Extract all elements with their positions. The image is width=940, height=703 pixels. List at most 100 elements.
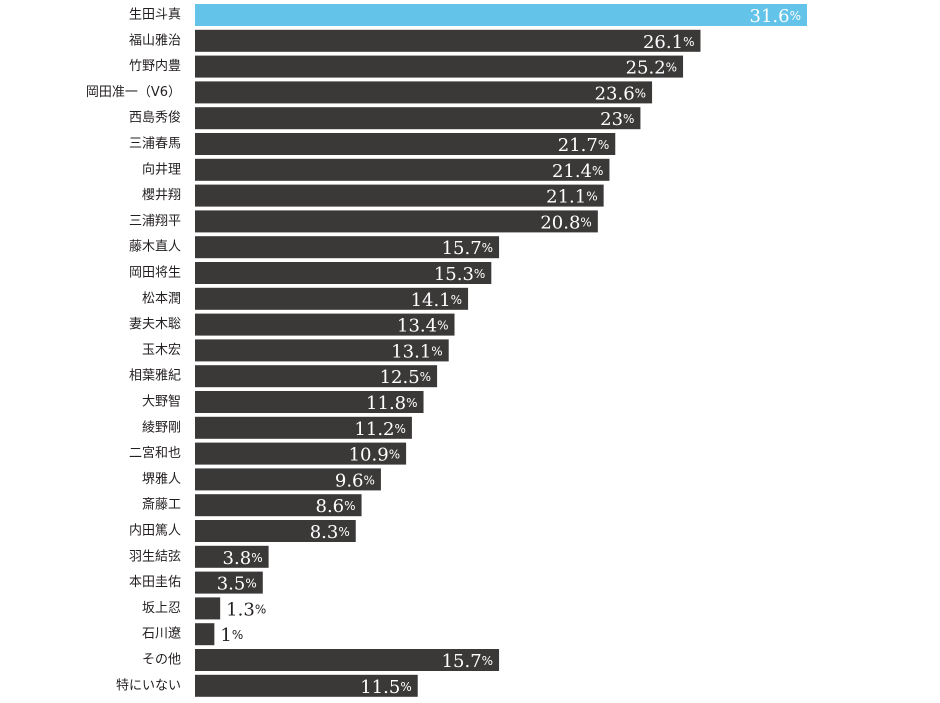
value-unit: % [344,499,355,513]
value-unit: % [420,370,431,384]
value-label: 10.9% [349,444,400,465]
value-unit: % [586,190,597,204]
value-unit: % [251,551,262,565]
category-label: 岡田准一（V6） [86,85,181,100]
bar [195,416,412,439]
bar-row: 西島秀俊 23% [129,107,641,130]
value-number: 20.8 [540,212,580,233]
bar [195,494,362,517]
value-unit: % [623,112,634,126]
value-label: 13.1% [391,341,442,362]
value-number: 8.3 [310,522,339,543]
bar-row: 本田圭佑 3.5% [129,571,263,594]
category-label: 福山雅治 [129,33,181,48]
value-label: 26.1% [643,31,694,52]
bar-row: 岡田将生 15.3% [129,262,492,285]
category-label: 堺雅人 [142,472,181,487]
value-unit: % [482,654,493,668]
value-number: 21.7 [558,135,598,156]
bar-row: 二宮和也 10.9% [129,442,407,465]
bar [195,674,418,697]
bar-row: 玉木宏 13.1% [142,339,449,362]
category-label: 竹野内豊 [129,58,181,74]
value-label: 15.7% [442,651,493,672]
bar-row: 岡田准一（V6） 23.6% [86,81,653,104]
bar [195,365,438,388]
bar-row: 妻夫木聡 13.4% [129,313,455,336]
bar [195,468,381,491]
value-unit: % [635,86,646,100]
bar [195,623,215,646]
bar-row: 綾野剛 11.2% [142,416,412,439]
bar-row: 櫻井翔 21.1% [142,184,604,207]
value-number: 25.2 [626,57,666,78]
value-number: 10.9 [349,444,389,465]
value-unit: % [580,215,591,229]
value-label: 3.8% [223,547,263,568]
value-label: 14.1% [411,289,462,310]
bar [195,236,500,259]
bar-row: 三浦翔平 20.8% [129,210,598,233]
value-unit: % [683,35,694,49]
value-unit: % [431,344,442,358]
value-unit: % [245,577,256,591]
value-unit: % [364,473,375,487]
value-number: 3.5 [217,573,246,594]
category-label: その他 [142,653,181,668]
value-number: 15.3 [434,264,474,285]
category-label: 特にいない [116,678,181,693]
category-label: 綾野剛 [142,419,181,435]
bar [195,649,500,671]
value-number: 23.6 [595,83,635,104]
value-label: 23.6% [595,83,646,104]
value-number: 11.2 [354,418,394,439]
value-label: 3.5% [217,573,257,594]
value-number: 1.3 [226,599,255,620]
bar-row: 相葉雅紀 12.5% [129,365,438,388]
value-number: 21.4 [552,160,592,181]
bar [195,81,653,104]
value-number: 11.8 [366,393,406,414]
category-label: 櫻井翔 [142,188,181,203]
bar-row: 特にいない 11.5% [116,674,418,697]
value-unit: % [255,602,266,616]
category-label: 本田圭佑 [129,575,181,590]
category-label: 妻夫木聡 [129,317,181,332]
value-unit: % [474,267,485,281]
value-unit: % [400,680,411,694]
value-label: 9.6% [335,470,375,491]
category-label: 松本潤 [142,291,181,306]
value-unit: % [338,525,349,539]
value-number: 3.8 [223,547,252,568]
value-unit: % [451,293,462,307]
bar [195,442,407,465]
category-label: 岡田将生 [129,266,181,281]
bar-row: 羽生結弦 3.8% [129,545,269,568]
bar-row: その他 15.7% [142,649,500,672]
value-label: 21.4% [552,160,603,181]
category-label: 羽生結弦 [129,548,181,564]
value-number: 31.6 [750,6,790,27]
bar [195,55,684,78]
bar [195,287,469,310]
bar [195,597,221,620]
bar [195,133,616,155]
value-label: 23% [600,109,634,130]
bar [195,210,598,233]
value-label: 11.2% [354,418,405,439]
bar-row: 斎藤工 8.6% [142,494,362,517]
category-label: 内田篤人 [129,523,181,539]
category-label: 西島秀俊 [129,111,181,126]
value-number: 11.5 [360,676,400,697]
value-number: 8.6 [316,496,345,517]
bar [195,391,424,413]
bar-row: 生田斗真 31.6% [129,4,807,27]
value-unit: % [598,138,609,152]
value-number: 15.7 [442,651,482,672]
bar-row: 三浦春馬 21.7% [129,133,616,156]
value-unit: % [666,61,677,75]
value-unit: % [395,422,406,436]
value-number: 12.5 [380,367,420,388]
value-number: 14.1 [411,289,451,310]
